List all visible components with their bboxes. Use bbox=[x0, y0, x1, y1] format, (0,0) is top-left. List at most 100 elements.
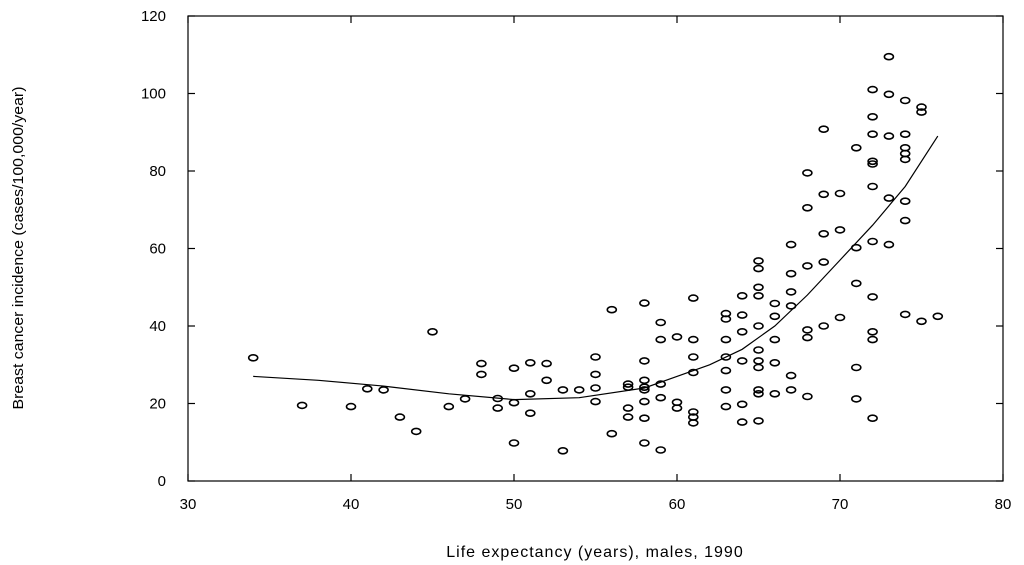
data-point bbox=[769, 312, 781, 321]
data-point bbox=[899, 216, 911, 225]
data-point bbox=[606, 305, 618, 314]
data-point bbox=[818, 190, 830, 199]
data-point bbox=[394, 413, 406, 421]
data-point bbox=[899, 130, 911, 138]
data-point bbox=[883, 194, 895, 202]
data-point bbox=[867, 85, 878, 94]
data-point bbox=[769, 335, 781, 344]
data-point bbox=[850, 395, 862, 403]
data-point bbox=[361, 384, 373, 393]
data-point bbox=[687, 294, 699, 302]
y-tick-label: 100 bbox=[141, 86, 166, 103]
data-point bbox=[899, 155, 911, 164]
data-point bbox=[736, 311, 748, 319]
data-point bbox=[802, 333, 813, 342]
data-point bbox=[687, 353, 699, 361]
data-point bbox=[834, 226, 846, 234]
y-tick-label: 80 bbox=[149, 163, 166, 180]
data-point bbox=[753, 363, 764, 372]
data-point bbox=[883, 240, 895, 249]
data-point bbox=[850, 363, 862, 372]
x-tick-label: 40 bbox=[343, 496, 360, 513]
data-point bbox=[867, 237, 878, 246]
data-point bbox=[508, 398, 520, 407]
data-point bbox=[622, 404, 634, 412]
data-point bbox=[720, 366, 732, 375]
y-tick-label: 40 bbox=[149, 318, 166, 335]
data-point bbox=[802, 392, 813, 401]
data-point bbox=[541, 359, 552, 368]
data-point bbox=[606, 429, 618, 438]
data-point bbox=[557, 386, 569, 394]
data-point bbox=[818, 230, 830, 238]
data-point bbox=[736, 357, 748, 365]
data-point bbox=[753, 291, 764, 300]
x-tick-label: 60 bbox=[669, 496, 686, 513]
data-point bbox=[720, 386, 732, 394]
data-point bbox=[769, 299, 781, 308]
data-point bbox=[639, 397, 650, 406]
data-point bbox=[573, 386, 585, 394]
data-point bbox=[687, 408, 699, 416]
data-point bbox=[867, 182, 878, 191]
data-point bbox=[753, 257, 764, 265]
y-tick-label: 20 bbox=[149, 396, 166, 413]
data-point bbox=[753, 389, 764, 398]
data-point bbox=[769, 389, 781, 398]
data-point bbox=[639, 439, 650, 447]
data-point bbox=[785, 269, 797, 278]
data-point bbox=[639, 414, 650, 423]
data-point bbox=[622, 383, 634, 392]
data-point bbox=[867, 130, 878, 138]
data-point bbox=[639, 376, 650, 385]
data-point bbox=[345, 402, 357, 411]
data-point bbox=[769, 358, 781, 367]
data-point bbox=[785, 371, 797, 380]
data-point bbox=[508, 364, 520, 373]
data-point bbox=[671, 404, 683, 412]
data-point bbox=[932, 312, 944, 321]
y-tick-label: 120 bbox=[141, 8, 166, 25]
data-point bbox=[753, 283, 764, 292]
data-point bbox=[867, 414, 878, 423]
data-point bbox=[459, 395, 471, 403]
data-point bbox=[655, 380, 667, 388]
data-point bbox=[850, 144, 862, 152]
data-point bbox=[736, 327, 748, 336]
plot-frame bbox=[187, 15, 1004, 482]
data-point bbox=[639, 386, 650, 394]
data-point bbox=[916, 317, 927, 326]
data-point bbox=[753, 322, 764, 330]
data-point bbox=[524, 358, 536, 367]
data-point bbox=[818, 258, 830, 266]
data-points bbox=[247, 52, 944, 455]
data-point bbox=[687, 419, 699, 427]
x-tick-label: 30 bbox=[180, 496, 197, 513]
data-point bbox=[590, 353, 601, 361]
data-point bbox=[492, 404, 504, 412]
data-point bbox=[524, 389, 536, 398]
data-point bbox=[736, 418, 748, 426]
data-point bbox=[687, 335, 699, 344]
data-point bbox=[802, 326, 813, 334]
data-point bbox=[834, 313, 846, 322]
data-point bbox=[785, 240, 797, 249]
x-tick-label: 50 bbox=[506, 496, 523, 513]
data-point bbox=[655, 393, 667, 402]
data-point bbox=[590, 384, 601, 392]
data-point bbox=[867, 157, 878, 166]
data-point bbox=[867, 335, 878, 344]
data-point bbox=[524, 409, 536, 418]
trend-line bbox=[253, 135, 939, 401]
y-axis-title: Breast cancer incidence (cases/100,000/y… bbox=[10, 87, 27, 410]
data-point bbox=[785, 386, 797, 394]
data-point bbox=[867, 293, 878, 301]
data-point bbox=[785, 288, 797, 296]
data-point bbox=[720, 315, 732, 323]
data-point bbox=[736, 400, 748, 409]
data-point bbox=[427, 327, 438, 336]
data-point bbox=[753, 386, 764, 394]
data-point bbox=[639, 357, 650, 365]
data-point bbox=[818, 125, 830, 133]
